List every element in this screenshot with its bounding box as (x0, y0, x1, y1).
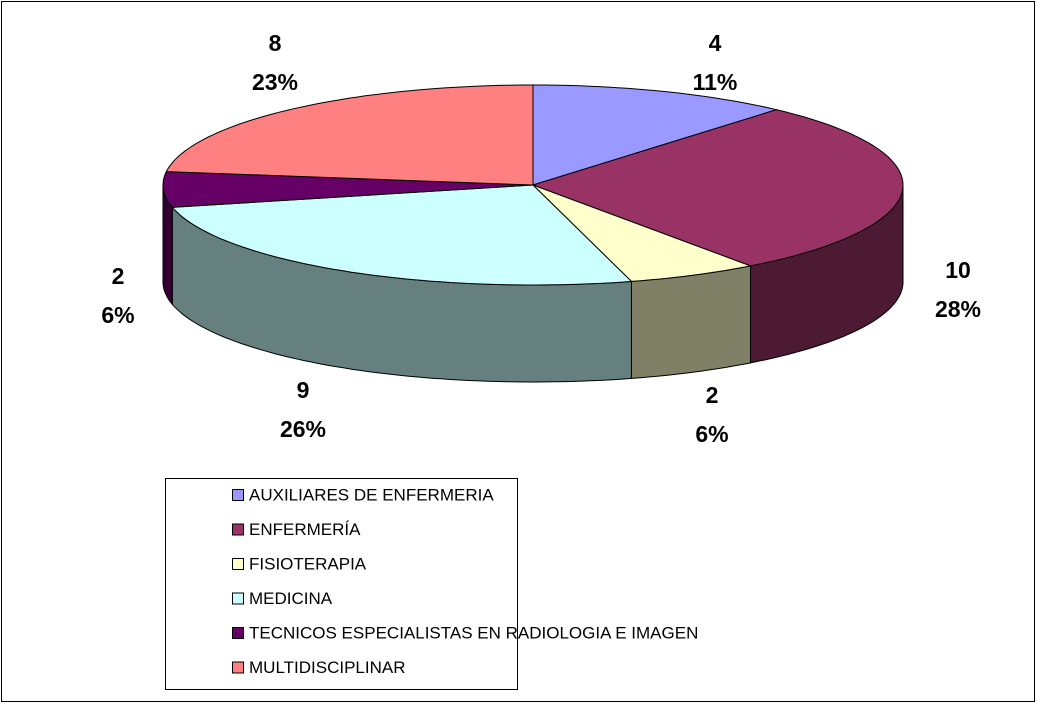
slice (531, 109, 904, 267)
legend-swatch (232, 592, 244, 605)
data-label-percent: 26% (280, 416, 326, 442)
data-label: 2 (112, 263, 125, 289)
legend-label: ENFERMERÍA (249, 520, 361, 539)
legend-swatch (232, 558, 244, 570)
legend-swatch (232, 523, 244, 536)
data-label-percent: 28% (935, 296, 981, 322)
slice (171, 184, 633, 286)
slice (162, 171, 534, 208)
legend-swatch (232, 661, 244, 674)
data-label-percent: 23% (252, 69, 298, 95)
data-label: 4 (709, 30, 722, 56)
data-label-percent: 6% (101, 302, 134, 328)
data-label-percent: 11% (693, 69, 738, 95)
legend-label: TECNICOS ESPECIALISTAS EN RADIOLOGIA E I… (249, 623, 698, 642)
slice (532, 84, 779, 186)
data-label-percent: 6% (695, 421, 728, 447)
slice-side (630, 265, 751, 379)
data-label: 2 (706, 382, 719, 408)
slice (532, 184, 753, 282)
data-label: 10 (945, 257, 971, 283)
slice (165, 84, 534, 186)
legend-label: MULTIDISCIPLINAR (249, 658, 406, 677)
legend-label: AUXILIARES DE ENFERMERIA (249, 485, 494, 504)
legend-swatch (232, 627, 244, 639)
legend-label: MEDICINA (249, 589, 333, 608)
legend-box (165, 478, 518, 690)
data-label: 8 (269, 30, 282, 56)
legend-swatch (232, 489, 244, 501)
data-label: 9 (297, 377, 310, 403)
legend-label: FISIOTERAPIA (249, 554, 367, 573)
